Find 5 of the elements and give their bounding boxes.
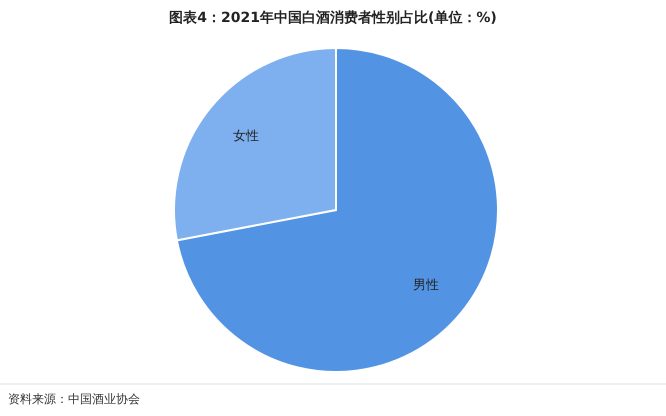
text: 资料来源：中国酒业协会 bbox=[8, 392, 140, 406]
slice-label: 女性 bbox=[233, 129, 260, 144]
pie-slice bbox=[176, 47, 499, 373]
chart-title: 图表4：2021年中国白酒消费者性别占比(单位：%) bbox=[169, 10, 497, 26]
slice-label: 男性 bbox=[412, 278, 439, 293]
